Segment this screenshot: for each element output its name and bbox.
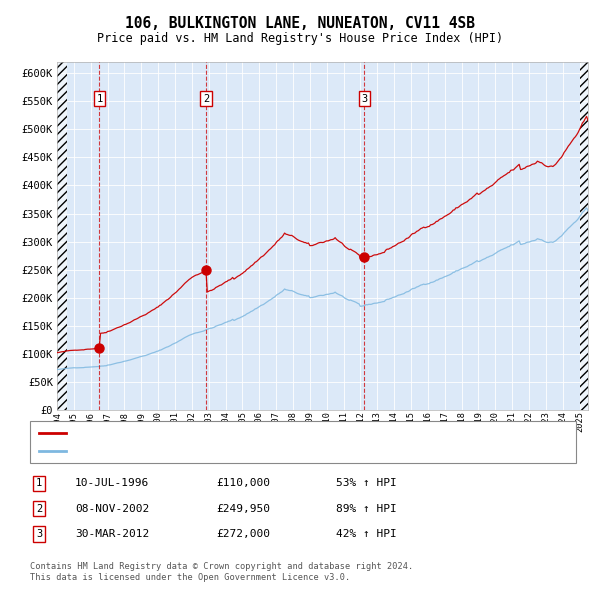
Bar [57, 62, 67, 410]
Text: £272,000: £272,000 [216, 529, 270, 539]
Text: 2: 2 [36, 504, 42, 513]
Text: 89% ↑ HPI: 89% ↑ HPI [336, 504, 397, 513]
Text: 10-JUL-1996: 10-JUL-1996 [75, 478, 149, 488]
Text: 42% ↑ HPI: 42% ↑ HPI [336, 529, 397, 539]
Text: 3: 3 [36, 529, 42, 539]
Text: £249,950: £249,950 [216, 504, 270, 513]
Text: 53% ↑ HPI: 53% ↑ HPI [336, 478, 397, 488]
Text: Contains HM Land Registry data © Crown copyright and database right 2024.: Contains HM Land Registry data © Crown c… [30, 562, 413, 571]
Bar [580, 62, 588, 410]
Text: £110,000: £110,000 [216, 478, 270, 488]
Text: 1: 1 [97, 93, 103, 103]
Text: 1: 1 [36, 478, 42, 488]
Text: 08-NOV-2002: 08-NOV-2002 [75, 504, 149, 513]
Text: This data is licensed under the Open Government Licence v3.0.: This data is licensed under the Open Gov… [30, 572, 350, 582]
Text: 2: 2 [203, 93, 209, 103]
Text: HPI: Average price, detached house, Nuneaton and Bedworth: HPI: Average price, detached house, Nune… [71, 446, 427, 456]
Text: 106, BULKINGTON LANE, NUNEATON, CV11 4SB: 106, BULKINGTON LANE, NUNEATON, CV11 4SB [125, 16, 475, 31]
Text: 106, BULKINGTON LANE, NUNEATON, CV11 4SB (detached house): 106, BULKINGTON LANE, NUNEATON, CV11 4SB… [71, 428, 427, 438]
Text: Price paid vs. HM Land Registry's House Price Index (HPI): Price paid vs. HM Land Registry's House … [97, 32, 503, 45]
Text: 30-MAR-2012: 30-MAR-2012 [75, 529, 149, 539]
Text: 3: 3 [361, 93, 368, 103]
